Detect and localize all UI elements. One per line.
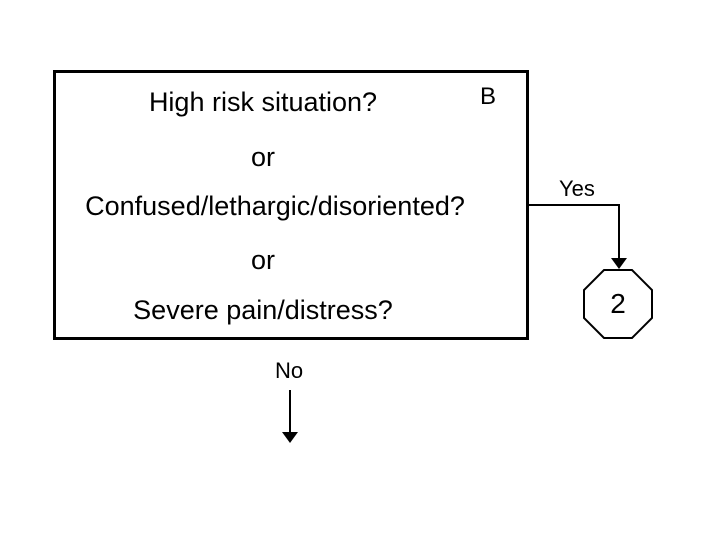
yes-connector-h bbox=[529, 204, 619, 206]
flowchart-canvas: { "diagram": { "type": "flowchart", "bac… bbox=[0, 0, 720, 540]
octagon-number: 2 bbox=[610, 288, 626, 320]
yes-arrowhead-icon bbox=[611, 258, 627, 269]
decision-line-4: or bbox=[28, 245, 498, 276]
decision-text-1: High risk situation? bbox=[149, 87, 377, 117]
no-connector-v bbox=[289, 390, 291, 434]
no-label: No bbox=[275, 358, 303, 384]
decision-line-3: Confused/lethargic/disoriented? bbox=[40, 191, 510, 222]
priority-octagon: 2 bbox=[583, 269, 653, 339]
decision-text-2: or bbox=[251, 142, 275, 172]
no-arrowhead-icon bbox=[282, 432, 298, 443]
decision-box: B High risk situation? or Confused/letha… bbox=[53, 70, 529, 340]
no-label-text: No bbox=[275, 358, 303, 383]
decision-line-5: Severe pain/distress? bbox=[28, 295, 498, 326]
decision-text-5: Severe pain/distress? bbox=[133, 295, 393, 325]
decision-line-2: or bbox=[28, 142, 498, 173]
yes-label: Yes bbox=[559, 176, 595, 202]
yes-label-text: Yes bbox=[559, 176, 595, 201]
decision-text-3: Confused/lethargic/disoriented? bbox=[85, 191, 465, 221]
decision-text-4: or bbox=[251, 245, 275, 275]
yes-connector-v bbox=[618, 204, 620, 260]
decision-line-1: High risk situation? bbox=[28, 87, 498, 118]
